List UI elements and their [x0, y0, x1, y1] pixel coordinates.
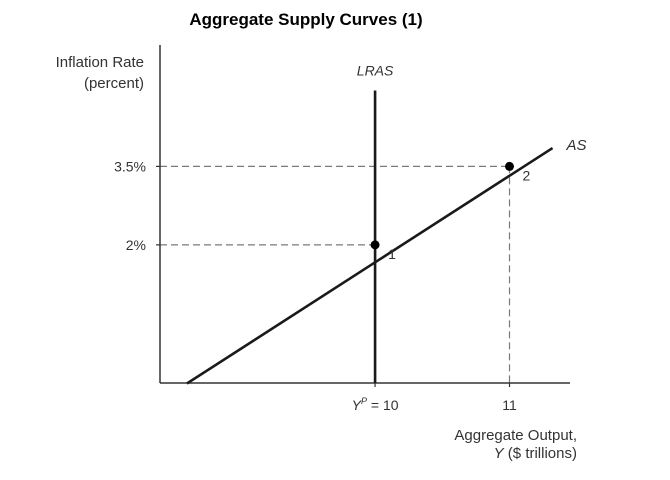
- axes: [156, 45, 570, 387]
- x-axis-label: Y ($ trillions): [494, 445, 577, 462]
- y-tick-label: 2%: [126, 237, 146, 253]
- series-lines: [186, 90, 554, 385]
- point-label-2: 2: [523, 167, 531, 183]
- point-1: [370, 240, 380, 250]
- x-tick-label: YP = 10: [352, 396, 399, 413]
- point-label-1: 1: [388, 246, 396, 262]
- x-tick-label: 11: [502, 397, 517, 413]
- chart-title: Aggregate Supply Curves (1): [189, 10, 423, 29]
- y-axis-label: Inflation Rate: [56, 54, 144, 71]
- series-line-as: [186, 146, 554, 385]
- guide-lines: [160, 165, 511, 383]
- axis-labels: 3.5% 2% YP = 10 11 AS LRAS 1 2 Inflation Rate (pe…: [56, 54, 587, 462]
- point-2: [505, 161, 515, 171]
- equilibrium-points: [370, 161, 515, 250]
- x-axis-label: Aggregate Output,: [454, 427, 577, 444]
- series-label-as: AS: [566, 137, 587, 154]
- y-axis-label: (percent): [84, 75, 144, 92]
- y-tick-label: 3.5%: [114, 158, 146, 174]
- series-label-lras: LRAS: [357, 63, 394, 79]
